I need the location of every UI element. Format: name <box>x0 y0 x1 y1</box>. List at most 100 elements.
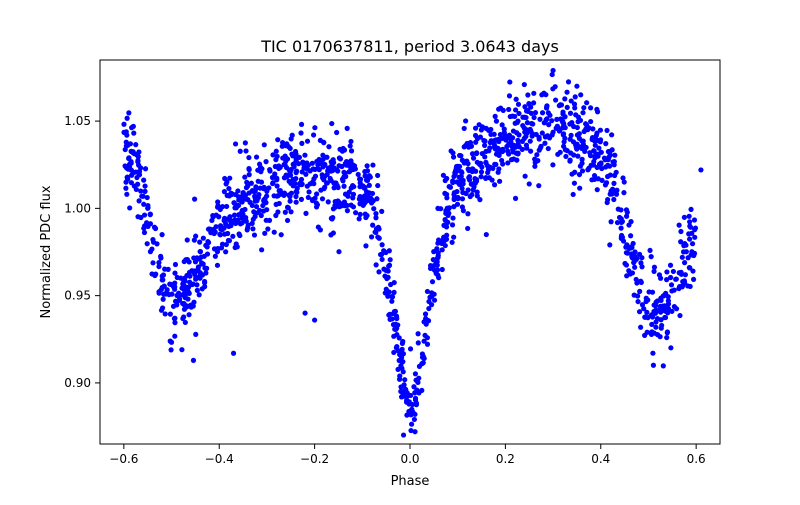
data-point <box>131 130 137 136</box>
data-point <box>122 146 128 153</box>
data-point <box>336 249 342 255</box>
data-point <box>265 226 271 232</box>
data-point <box>278 232 284 238</box>
data-point <box>590 126 596 132</box>
data-point <box>350 166 356 173</box>
data-point <box>215 199 221 205</box>
data-point <box>642 314 648 320</box>
data-point <box>158 253 164 259</box>
data-point <box>227 175 233 181</box>
data-point <box>608 219 614 225</box>
data-point <box>379 242 385 248</box>
data-point <box>275 193 281 199</box>
data-point <box>263 159 269 165</box>
data-point <box>202 278 208 285</box>
data-point <box>140 193 146 199</box>
data-point <box>124 174 130 180</box>
data-point <box>515 101 522 107</box>
data-point <box>515 118 521 124</box>
data-point <box>650 350 656 356</box>
data-point <box>314 191 320 197</box>
data-point <box>253 203 260 210</box>
data-point <box>466 167 472 174</box>
data-point <box>614 219 621 226</box>
data-point <box>312 195 318 201</box>
data-point <box>658 309 664 315</box>
data-point <box>217 223 224 229</box>
data-point <box>531 114 537 121</box>
data-point <box>676 222 682 228</box>
data-point <box>261 142 267 148</box>
data-point <box>636 251 643 257</box>
data-point <box>692 234 698 240</box>
data-point <box>248 180 254 186</box>
data-point <box>531 100 537 106</box>
data-point <box>271 229 277 235</box>
x-tick-label: 0.0 <box>400 452 419 466</box>
data-point <box>373 211 379 217</box>
data-point <box>253 184 259 190</box>
data-point <box>330 214 336 221</box>
data-point <box>492 113 498 119</box>
data-point <box>440 172 447 178</box>
data-point <box>592 142 598 148</box>
data-point <box>623 244 629 250</box>
data-point <box>573 112 579 118</box>
data-point <box>450 150 456 156</box>
data-point <box>613 169 619 175</box>
data-point <box>654 298 661 304</box>
data-point <box>660 363 666 369</box>
data-point <box>648 312 654 318</box>
data-point <box>285 205 291 211</box>
data-point <box>141 229 148 236</box>
y-tick-label: 0.95 <box>64 289 91 303</box>
data-point <box>270 152 276 158</box>
data-point <box>391 349 397 356</box>
data-point <box>575 153 581 159</box>
data-point <box>569 120 575 126</box>
data-point <box>667 262 674 268</box>
data-point <box>376 226 382 232</box>
data-point <box>197 248 203 255</box>
data-point <box>597 139 603 145</box>
data-point <box>212 253 218 259</box>
data-point <box>331 185 337 191</box>
data-point <box>256 192 262 198</box>
data-point <box>579 138 585 144</box>
data-point <box>313 200 319 206</box>
data-point <box>619 232 625 239</box>
data-point <box>251 232 258 238</box>
data-point <box>233 205 239 211</box>
data-point <box>686 231 692 237</box>
data-point <box>522 104 528 110</box>
data-point <box>264 193 270 199</box>
data-point <box>429 302 435 308</box>
data-point <box>424 341 431 347</box>
data-point <box>603 141 609 147</box>
data-point <box>589 134 596 141</box>
data-point <box>226 193 232 199</box>
data-point <box>639 302 646 308</box>
data-point <box>275 137 281 143</box>
data-point <box>319 196 326 202</box>
data-point <box>304 138 311 144</box>
data-point <box>180 281 186 287</box>
data-point <box>411 416 418 423</box>
data-point <box>293 175 299 182</box>
data-point <box>478 169 485 175</box>
data-point <box>454 201 461 207</box>
data-point <box>687 224 694 230</box>
data-point <box>293 170 299 176</box>
data-point <box>567 110 574 116</box>
data-point <box>225 230 231 237</box>
data-point <box>243 148 249 154</box>
data-point <box>159 277 165 283</box>
data-point <box>594 187 600 193</box>
data-point <box>599 177 605 183</box>
data-point <box>443 224 450 230</box>
data-point <box>688 206 694 212</box>
data-point <box>229 218 236 224</box>
data-point <box>374 196 380 202</box>
